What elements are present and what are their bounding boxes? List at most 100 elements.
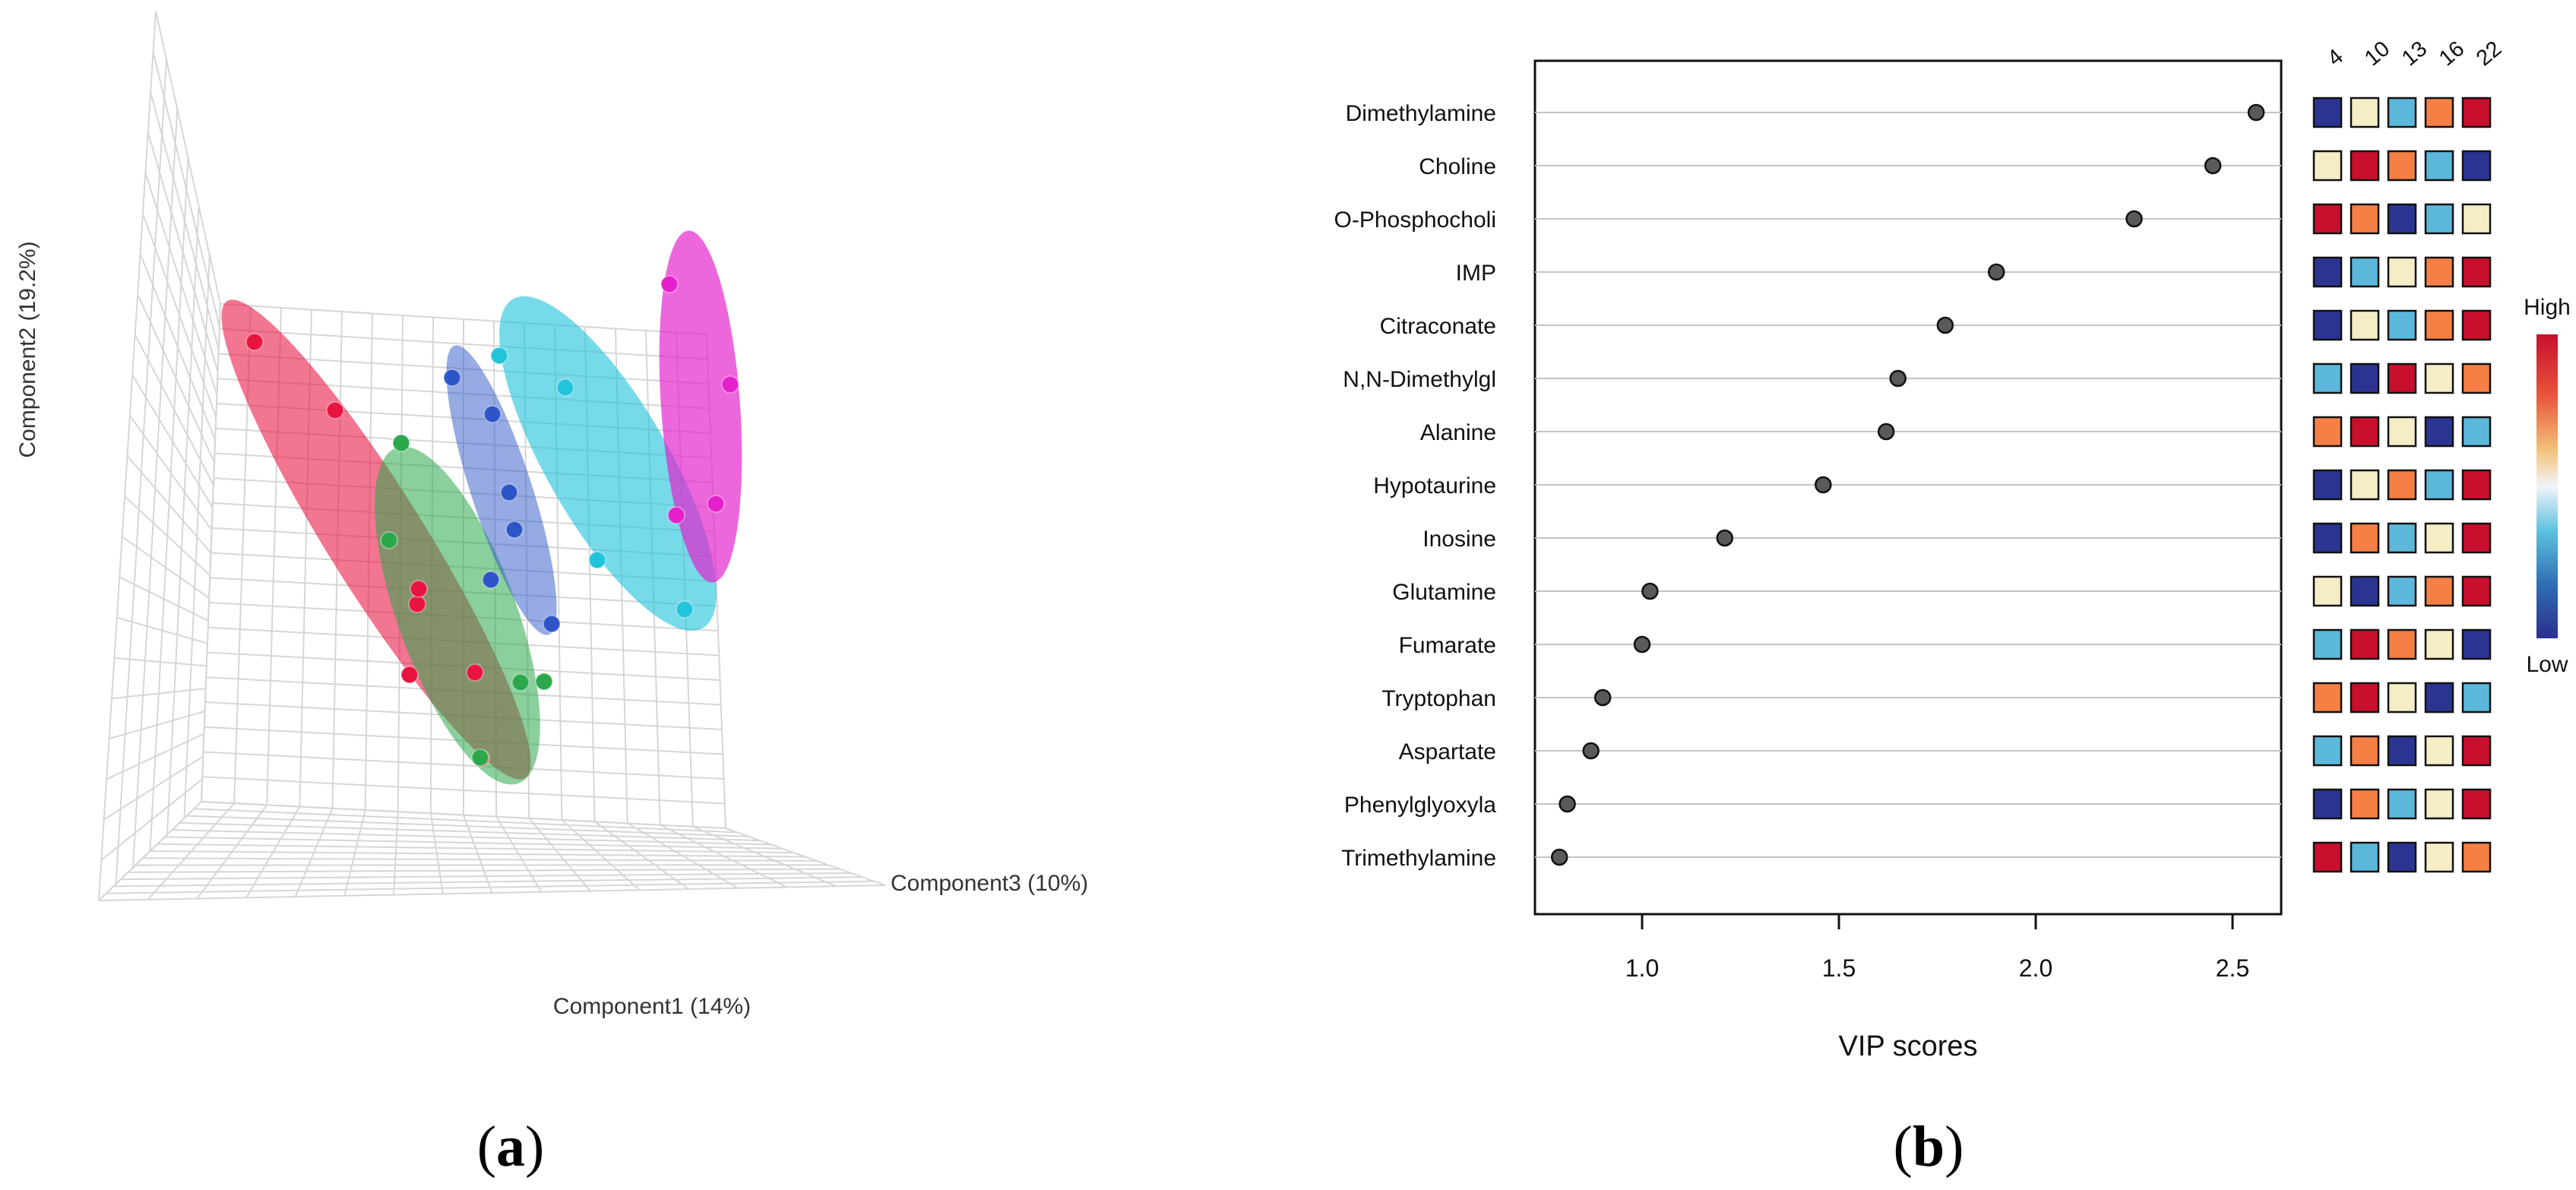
heatmap-cell xyxy=(2350,416,2380,448)
x-tick-label: 2.5 xyxy=(2216,954,2249,982)
vip-point xyxy=(1641,582,1659,600)
vip-category-label: Alanine xyxy=(1420,420,1496,445)
heatmap-cell xyxy=(2350,841,2380,873)
heatmap-cell xyxy=(2424,362,2454,394)
vip-point xyxy=(1815,476,1832,494)
heatmap-cell xyxy=(2312,788,2343,820)
heatmap-cell xyxy=(2461,309,2492,341)
grid-line xyxy=(343,809,366,896)
heatmap-cell xyxy=(2350,309,2380,341)
group-cyan-point xyxy=(588,551,606,569)
vip-guide-lines xyxy=(1535,112,2281,858)
heatmap-cell xyxy=(2424,203,2454,235)
group-blue-point xyxy=(483,405,502,423)
vip-category-label: Phenylglyoxyla xyxy=(1344,793,1496,818)
heatmap-cell xyxy=(2387,97,2417,128)
heatmap-cell xyxy=(2350,203,2380,235)
heatmap-cell xyxy=(2312,735,2343,767)
heatmap-cell xyxy=(2350,575,2380,607)
group-red-point xyxy=(410,580,428,598)
heatmap-cell xyxy=(2461,575,2492,607)
group-magenta-point xyxy=(660,275,679,293)
heatmap-cell xyxy=(2312,150,2343,182)
grid-line xyxy=(627,822,739,889)
heatmap-cell xyxy=(2387,416,2417,448)
heatmap-cell xyxy=(2424,788,2454,820)
panel-b-vip-plot: Dimethylamine Choline O-Phosphocholi IMP Cit… xyxy=(1334,36,2571,1179)
heatmap-cell xyxy=(2424,735,2454,767)
grid-line xyxy=(561,819,641,891)
panel-letter-b: (b) xyxy=(1894,1115,1964,1179)
heatmap-cell xyxy=(2312,469,2343,501)
confidence-ellipses xyxy=(221,230,742,785)
heatmap-cell xyxy=(2387,575,2417,607)
grid-line xyxy=(725,828,886,886)
vip-point xyxy=(1877,423,1895,441)
grid-line xyxy=(245,806,301,898)
group-cyan-point xyxy=(676,600,694,619)
grid-line xyxy=(98,801,202,901)
vip-point xyxy=(1889,369,1907,388)
heatmap-cell xyxy=(2350,682,2380,714)
x-tick-label: 2.0 xyxy=(2019,954,2052,982)
vip-point xyxy=(1550,848,1568,866)
vip-category-label: Hypotaurine xyxy=(1373,473,1496,498)
grid-line xyxy=(294,808,334,897)
vip-point xyxy=(1987,263,2005,281)
heatmap-cell xyxy=(2350,469,2380,501)
group-blue-point xyxy=(482,571,500,589)
heatmap-cell xyxy=(2461,97,2492,128)
heatmap-cell xyxy=(2424,522,2454,554)
vip-point xyxy=(1716,529,1734,547)
heatmap-cell xyxy=(2350,97,2380,128)
group-green-ellipse xyxy=(375,446,540,785)
heatmap-cell xyxy=(2350,735,2380,767)
heatmap-cell xyxy=(2312,203,2343,235)
heatmap-cell xyxy=(2387,256,2417,288)
heatmap-cell xyxy=(2461,841,2492,873)
heatmap-cell xyxy=(2424,628,2454,660)
heatmap-cell xyxy=(2461,682,2492,714)
grid-line xyxy=(196,804,268,900)
heatmap-cell xyxy=(2350,150,2380,182)
group-magenta-point xyxy=(707,495,725,513)
grid-line xyxy=(463,815,493,894)
heatmap-column-headers: 4 10 13 16 22 xyxy=(2323,36,2506,71)
plot-frame xyxy=(1533,59,2283,916)
heatmap-cell xyxy=(2424,416,2454,448)
grid-line xyxy=(528,818,591,892)
group-green-point xyxy=(535,673,553,691)
vip-point xyxy=(1633,635,1651,654)
group-blue-point xyxy=(505,521,524,539)
group-magenta-point xyxy=(721,375,739,394)
vip-category-label: IMP xyxy=(1456,261,1496,286)
axis-label-component2: Component2 (19.2%) xyxy=(15,241,40,457)
heatmap-cells xyxy=(2312,97,2492,873)
vip-point xyxy=(1593,688,1612,707)
vip-category-label: Choline xyxy=(1419,154,1496,179)
heatmap-cell xyxy=(2461,469,2492,501)
vip-category-label: Aspartate xyxy=(1399,739,1496,764)
x-tick-label: 1.5 xyxy=(1822,954,1856,982)
heatmap-column-header: 22 xyxy=(2472,36,2506,71)
group-blue-point xyxy=(543,615,561,633)
heatmap-cell xyxy=(2312,97,2343,128)
group-blue-point xyxy=(443,369,461,387)
color-legend-bar xyxy=(2536,334,2558,638)
heatmap-cell xyxy=(2461,150,2492,182)
vip-point xyxy=(1582,742,1600,760)
panel-letter-b-text: b xyxy=(1913,1115,1945,1179)
heatmap-cell xyxy=(2312,682,2343,714)
heatmap-cell xyxy=(2424,575,2454,607)
group-green-point xyxy=(392,434,410,452)
heatmap-cell xyxy=(2461,256,2492,288)
heatmap-cell xyxy=(2387,309,2417,341)
heatmap-cell xyxy=(2387,203,2417,235)
x-axis-label: VIP scores xyxy=(1838,1030,1977,1062)
heatmap-cell xyxy=(2461,522,2492,554)
grid-line xyxy=(183,255,210,818)
heatmap-cell xyxy=(2387,522,2417,554)
grid-line xyxy=(166,206,200,835)
heatmap-cell xyxy=(2461,416,2492,448)
legend-low-label: Low xyxy=(2526,652,2568,677)
